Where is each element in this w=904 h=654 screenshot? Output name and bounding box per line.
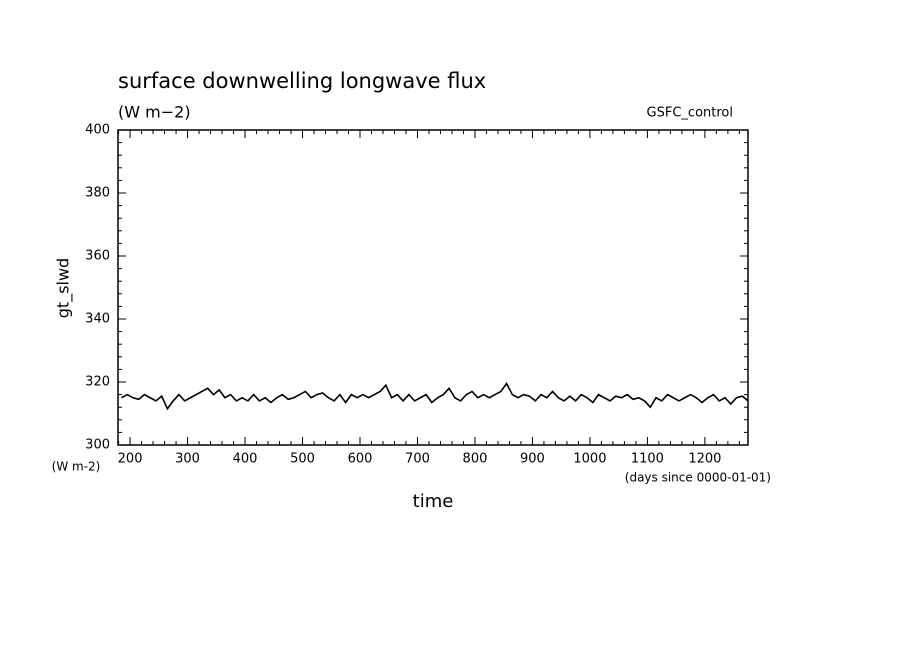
x-tick-label: 700: [405, 452, 430, 467]
y-tick-label: 320: [85, 375, 110, 390]
y-tick-label: 340: [85, 312, 110, 327]
x-tick-label: 1000: [573, 452, 606, 467]
y-tick-label: 380: [85, 186, 110, 201]
x-tick-label: 900: [520, 452, 545, 467]
x-tick-label: 300: [175, 452, 200, 467]
x-tick-label: 1100: [631, 452, 664, 467]
x-tick-label: 800: [463, 452, 488, 467]
x-axis-label: time: [413, 491, 454, 512]
y-tick-label: 360: [85, 249, 110, 264]
y-tick-label: 300: [85, 438, 110, 453]
data-line: [121, 382, 749, 411]
y-tick-label: 400: [85, 123, 110, 138]
plot-frame: [117, 129, 749, 446]
x-tick-label: 600: [348, 452, 373, 467]
chart-subtitle: (W m−2): [118, 103, 191, 122]
x-tick-label: 500: [290, 452, 315, 467]
annotation: GSFC_control: [647, 106, 733, 121]
x-tick-label: 1200: [688, 452, 721, 467]
x-unit: (days since 0000-01-01): [625, 471, 771, 485]
chart-title: surface downwelling longwave flux: [118, 69, 486, 93]
x-tick-label: 400: [233, 452, 258, 467]
x-tick-label: 200: [118, 452, 143, 467]
y-unit: (W m-2): [52, 460, 101, 474]
y-axis-label: gt_slwd: [54, 258, 74, 318]
